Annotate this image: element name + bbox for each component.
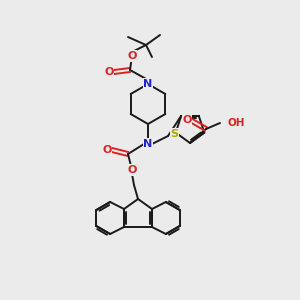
Text: N: N (143, 139, 153, 149)
Text: O: O (102, 145, 112, 155)
Text: N: N (143, 79, 153, 89)
Text: S: S (171, 129, 179, 139)
Text: O: O (127, 165, 137, 175)
Text: O: O (127, 51, 137, 61)
Text: O: O (102, 145, 112, 155)
Text: N: N (143, 139, 153, 149)
Text: OH: OH (228, 118, 245, 128)
Text: N: N (143, 79, 153, 89)
Text: O: O (182, 115, 192, 125)
Text: O: O (104, 67, 114, 77)
Text: O: O (182, 115, 192, 125)
Text: S: S (171, 129, 179, 139)
Text: O: O (127, 165, 137, 175)
Text: O: O (104, 67, 114, 77)
Text: O: O (127, 51, 137, 61)
Text: OH: OH (228, 118, 245, 128)
